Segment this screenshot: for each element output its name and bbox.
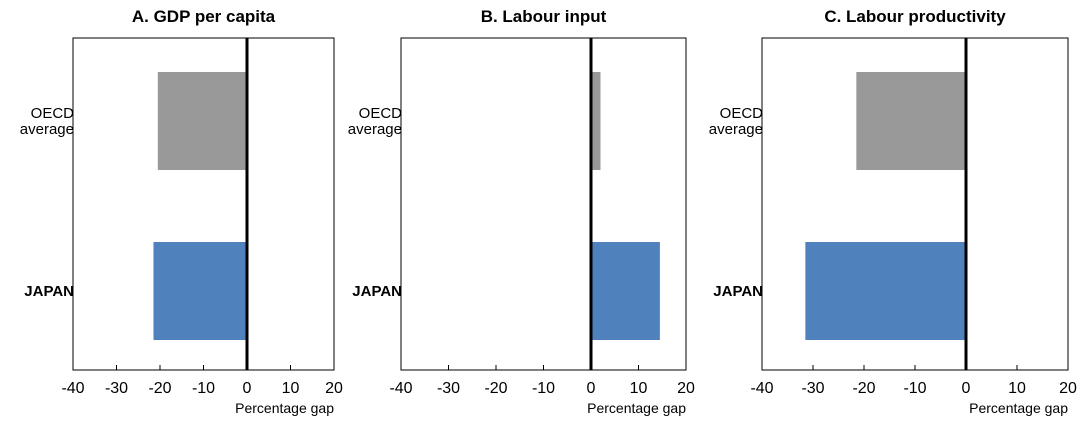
category-label-line: OECD <box>720 105 764 122</box>
bar-japan <box>805 242 966 340</box>
x-axis-title: Percentage gap <box>235 400 334 416</box>
x-tick-label: 10 <box>282 380 300 397</box>
x-tick-label: -40 <box>750 380 773 397</box>
category-label: JAPAN <box>713 283 763 300</box>
x-tick-label: -20 <box>484 380 507 397</box>
x-tick-label: 20 <box>325 380 343 397</box>
x-tick-label: 20 <box>677 380 695 397</box>
x-tick-label: 10 <box>1008 380 1026 397</box>
x-tick-label: 0 <box>243 380 252 397</box>
bar-oecd-average <box>157 72 247 170</box>
bar-oecd-average <box>856 72 966 170</box>
category-label-line: JAPAN <box>24 283 74 300</box>
category-label: OECD average <box>709 105 763 138</box>
category-label: JAPAN <box>352 283 402 300</box>
category-label-line: average <box>709 121 763 138</box>
category-label: OECD average <box>20 105 74 138</box>
x-tick-label: -40 <box>61 380 84 397</box>
x-tick-label: -20 <box>852 380 875 397</box>
x-tick-label: -10 <box>903 380 926 397</box>
panel-1: A. GDP per capita OECD average JAPAN -40 -30 -… <box>20 7 343 416</box>
category-label: JAPAN <box>24 283 74 300</box>
category-label-line: average <box>348 121 402 138</box>
x-tick-label: -40 <box>389 380 412 397</box>
panel-2: B. Labour input OECD average JAPAN -40 -30 -20… <box>348 7 695 416</box>
panel-title: C. Labour productivity <box>824 7 1006 26</box>
x-tick-label: 10 <box>630 380 648 397</box>
category-label-line: average <box>20 121 74 138</box>
bar-japan <box>591 242 660 340</box>
category-label-line: JAPAN <box>713 283 763 300</box>
x-tick-label: -10 <box>532 380 555 397</box>
category-label-line: OECD <box>359 105 403 122</box>
x-tick-label: -20 <box>148 380 171 397</box>
category-label-line: JAPAN <box>352 283 402 300</box>
x-tick-label: 20 <box>1059 380 1077 397</box>
panel-title: B. Labour input <box>481 7 607 26</box>
panel-3: C. Labour productivity OECD average JAPAN -4… <box>709 7 1077 416</box>
x-axis-title: Percentage gap <box>587 400 686 416</box>
category-label-line: OECD <box>31 105 75 122</box>
category-label: OECD average <box>348 105 402 138</box>
x-tick-label: -30 <box>801 380 824 397</box>
x-axis-title: Percentage gap <box>969 400 1068 416</box>
panel-title: A. GDP per capita <box>132 7 276 26</box>
x-tick-label: -10 <box>192 380 215 397</box>
bar-oecd-average <box>591 72 601 170</box>
bar-japan <box>153 242 247 340</box>
x-tick-label: 0 <box>962 380 971 397</box>
x-tick-label: -30 <box>437 380 460 397</box>
x-tick-label: 0 <box>587 380 596 397</box>
x-tick-label: -30 <box>105 380 128 397</box>
